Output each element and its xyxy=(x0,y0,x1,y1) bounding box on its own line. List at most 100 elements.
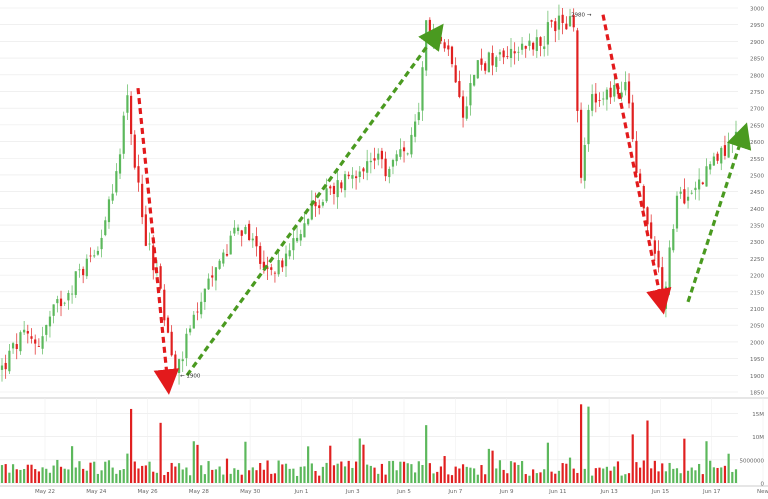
candle-body xyxy=(307,218,310,225)
volume-bar xyxy=(443,456,446,483)
candle-body xyxy=(266,267,269,269)
volume-bar xyxy=(207,461,210,483)
candle-body xyxy=(506,56,509,57)
candle-body xyxy=(107,199,111,223)
volume-bar xyxy=(694,470,697,483)
volume-bar xyxy=(340,461,343,483)
candle-body xyxy=(646,207,649,225)
candle-body xyxy=(218,260,221,269)
green-up-arrow-4 xyxy=(686,122,752,303)
candle-body xyxy=(480,58,483,65)
candle-body xyxy=(203,288,206,303)
candle-body xyxy=(262,261,265,268)
candle-body xyxy=(406,153,409,155)
volume-bar xyxy=(554,473,557,483)
volume-bar xyxy=(380,463,384,483)
candle-body xyxy=(23,329,26,333)
candle-body xyxy=(524,45,527,49)
volume-bar xyxy=(428,463,431,483)
candle-body xyxy=(45,324,48,335)
candle-body xyxy=(11,343,15,349)
volume-bar xyxy=(236,469,240,483)
candle-body xyxy=(329,186,332,189)
price-tick-label: 2000 xyxy=(750,340,764,346)
volume-bar xyxy=(93,461,96,483)
candle-body xyxy=(399,149,402,157)
volume-bar xyxy=(244,441,247,483)
volume-bar xyxy=(189,475,192,483)
volume-bar xyxy=(37,471,40,483)
volume-bar xyxy=(358,438,361,483)
volume-bar xyxy=(332,465,336,483)
candle-body xyxy=(303,223,306,238)
volume-bar xyxy=(251,467,254,483)
candle-body xyxy=(89,255,92,257)
candle-body xyxy=(683,189,686,204)
volume-bar xyxy=(144,465,147,483)
volume-tick-label: 0 xyxy=(761,482,765,488)
candle-body xyxy=(627,81,631,104)
candle-body xyxy=(273,272,277,274)
volume-bar xyxy=(723,465,727,483)
volume-bar xyxy=(292,468,295,483)
candle-body xyxy=(616,86,620,95)
volume-bar xyxy=(192,441,195,483)
volume-bar xyxy=(402,461,406,483)
volume-bar xyxy=(115,473,118,483)
x-tick-label: Jun 9 xyxy=(499,489,514,495)
volume-bar xyxy=(605,466,609,483)
volume-bar xyxy=(211,469,214,483)
volume-bar xyxy=(122,469,125,483)
volume-bar xyxy=(126,453,129,483)
volume-bar xyxy=(163,475,166,483)
volume-bar xyxy=(259,463,262,483)
volume-bar xyxy=(336,463,339,483)
candle-body xyxy=(67,292,70,301)
price-tick-label: 1950 xyxy=(750,357,764,363)
price-tick-label: 2050 xyxy=(750,324,764,330)
candle-body xyxy=(447,45,450,50)
candle-body xyxy=(487,52,490,73)
volume-bar xyxy=(141,465,144,483)
candle-body xyxy=(214,267,218,281)
candle-body xyxy=(126,95,129,113)
volume-bar xyxy=(19,469,22,483)
volume-bar xyxy=(4,464,7,483)
candle-body xyxy=(96,250,99,255)
candle-body xyxy=(144,214,147,246)
candle-body xyxy=(163,289,166,321)
x-tick-label: Jun 7 xyxy=(447,489,462,495)
price-tick-label: 3000 xyxy=(750,7,764,13)
price-tick-label: 1850 xyxy=(750,391,764,397)
candle-body xyxy=(340,182,343,189)
candle-body xyxy=(318,205,321,208)
volume-bar xyxy=(85,470,88,483)
volume-bar xyxy=(133,461,136,483)
candle-body xyxy=(30,336,33,339)
volume-bar xyxy=(535,473,538,483)
volume-bar xyxy=(498,460,502,483)
candle-body xyxy=(727,142,730,158)
candle-body xyxy=(484,63,487,71)
volume-bar xyxy=(572,468,575,483)
volume-bar xyxy=(664,471,668,483)
candle-body xyxy=(118,154,122,174)
volume-bar xyxy=(406,463,409,483)
candle-body xyxy=(19,332,22,352)
volume-bar xyxy=(561,463,564,483)
x-tick-label: Jun 15 xyxy=(651,489,670,495)
price-tick-label: 2650 xyxy=(750,123,764,129)
candle-body xyxy=(454,65,457,83)
volume-bar xyxy=(233,468,236,483)
volume-bar xyxy=(469,467,472,483)
x-tick-label: May 26 xyxy=(138,489,159,495)
volume-bar xyxy=(369,465,372,483)
volume-bar xyxy=(712,467,715,483)
volume-bar xyxy=(642,460,645,483)
volume-bar xyxy=(159,422,162,483)
volume-bar xyxy=(174,466,177,483)
volume-bar xyxy=(185,467,188,483)
volume-bar xyxy=(473,468,476,483)
volume-bar xyxy=(229,473,232,483)
